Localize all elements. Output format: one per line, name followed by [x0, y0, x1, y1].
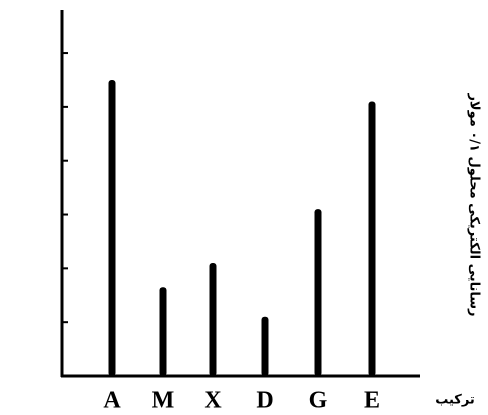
- bar: [108, 79, 116, 377]
- bar: [314, 209, 322, 376]
- x-axis-label: ترکیب: [435, 393, 475, 408]
- bar: [209, 262, 217, 376]
- bar: [159, 287, 167, 376]
- x-tick-label: M: [152, 388, 175, 414]
- x-tick-label: D: [256, 388, 273, 414]
- x-tick-label: G: [309, 388, 328, 414]
- x-tick-label: X: [204, 388, 222, 414]
- bar: [261, 316, 269, 376]
- x-tick-label: A: [103, 388, 121, 414]
- bar: [368, 101, 376, 376]
- x-tick-label: E: [364, 388, 380, 414]
- y-axis-label: رسانایی الکتریکی محلول ۰/۱ مولار: [467, 92, 482, 316]
